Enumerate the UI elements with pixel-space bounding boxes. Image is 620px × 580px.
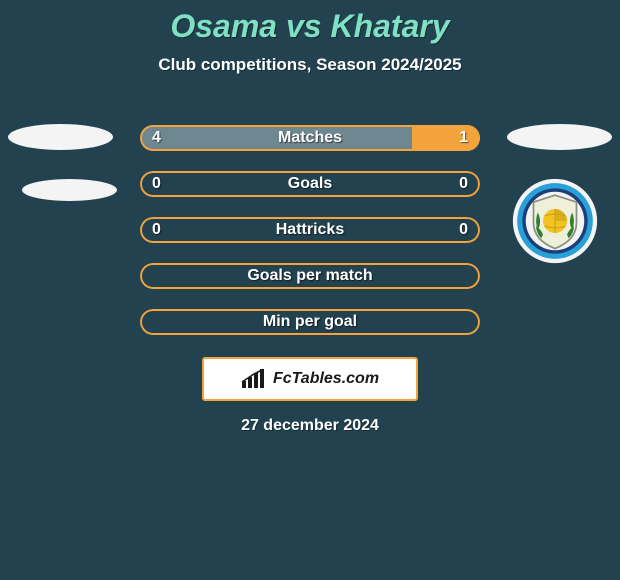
stat-bar: Matches4 1 [140, 125, 480, 151]
stat-label: Goals per match [140, 263, 480, 289]
stat-row: Goals0 0 [0, 161, 620, 207]
stat-value-left: 0 [152, 217, 161, 243]
stat-value-left: 0 [152, 171, 161, 197]
stat-label: Goals [140, 171, 480, 197]
stat-label: Matches [140, 125, 480, 151]
stat-bar: Goals per match [140, 263, 480, 289]
subtitle: Club competitions, Season 2024/2025 [0, 55, 620, 75]
brand-bars-icon [241, 369, 267, 389]
stat-bar: Min per goal [140, 309, 480, 335]
stat-value-right: 1 [459, 125, 468, 151]
stat-rows: Matches41Goals00Hattricks00Goals per mat… [0, 115, 620, 345]
stat-label: Min per goal [140, 309, 480, 335]
stat-bar: Hattricks0 0 [140, 217, 480, 243]
stat-value-right: 0 [459, 171, 468, 197]
stat-label: Hattricks [140, 217, 480, 243]
stat-value-left: 4 [152, 125, 161, 151]
stat-row: Min per goal [0, 299, 620, 345]
comparison-card: Osama vs Khatary Club competitions, Seas… [0, 0, 620, 580]
stat-bar: Goals0 0 [140, 171, 480, 197]
card-date: 27 december 2024 [0, 417, 620, 435]
page-title: Osama vs Khatary [0, 0, 620, 45]
stat-row: Matches4 1 [0, 115, 620, 161]
brand-text: FcTables.com [273, 370, 379, 388]
brand-box: FcTables.com [202, 357, 418, 401]
stat-value-right: 0 [459, 217, 468, 243]
stat-row: Goals per match [0, 253, 620, 299]
stat-row: Hattricks0 0 [0, 207, 620, 253]
